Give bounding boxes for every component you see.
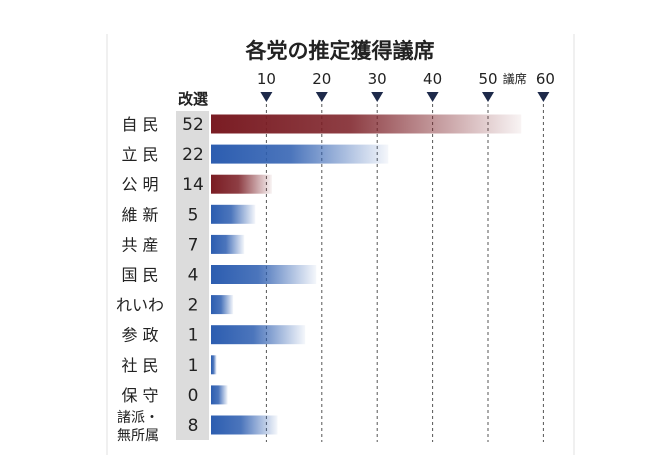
seats-up-value: 14 — [182, 175, 204, 195]
estimate-bar — [211, 174, 272, 194]
seats-up-value: 5 — [188, 205, 199, 225]
estimate-bar — [211, 234, 245, 254]
tick-label: 50 — [478, 70, 497, 88]
chart-title: 各党の推定獲得議席 — [245, 39, 435, 63]
tick-label: 20 — [312, 70, 331, 88]
seats-up-value: 1 — [188, 356, 199, 376]
estimate-bar — [211, 385, 228, 405]
estimate-bar — [211, 295, 234, 315]
tick-marker — [371, 92, 384, 102]
estimate-bar — [211, 415, 278, 435]
party-label: 社 民 — [121, 356, 158, 375]
tick-label: 60 — [536, 70, 555, 88]
seats-up-value: 22 — [182, 145, 204, 165]
estimate-bar — [211, 265, 317, 284]
party-label: 共 産 — [121, 235, 158, 254]
party-label: れいわ — [116, 296, 164, 315]
seats-up-column-bg — [176, 111, 209, 440]
party-label: 保 守 — [121, 386, 158, 405]
party-label: 維 新 — [121, 205, 158, 224]
estimate-bar — [211, 355, 217, 375]
estimate-bar — [211, 114, 522, 134]
seats-up-value: 52 — [182, 115, 204, 135]
tick-marker — [260, 92, 273, 102]
estimate-bar — [211, 325, 306, 345]
estimate-bar — [211, 144, 389, 164]
party-label: 諸派・ — [117, 410, 159, 426]
seats-up-value: 2 — [188, 296, 199, 316]
seats-up-value: 7 — [188, 235, 199, 255]
party-label: 国 民 — [121, 266, 158, 285]
tick-marker — [482, 92, 494, 102]
seats-up-column-header: 改選 — [178, 90, 208, 108]
party-label: 立 民 — [121, 145, 158, 164]
tick-marker — [426, 92, 439, 102]
tick-label: 30 — [368, 70, 387, 88]
seats-up-value: 1 — [188, 326, 199, 346]
seats-up-value: 0 — [188, 386, 199, 406]
unit-label: 議席 — [503, 71, 527, 86]
seats-up-value: 8 — [188, 416, 199, 436]
tick-marker — [537, 92, 550, 102]
party-label: 公 明 — [121, 175, 158, 194]
seats-up-value: 4 — [188, 266, 199, 286]
tick-label: 40 — [423, 70, 442, 88]
party-label: 無所属 — [117, 428, 159, 444]
estimate-bar — [211, 204, 256, 224]
tick-label: 10 — [257, 70, 276, 88]
tick-marker — [315, 92, 328, 102]
party-label: 自 民 — [121, 115, 158, 134]
party-label: 参 政 — [121, 326, 158, 345]
